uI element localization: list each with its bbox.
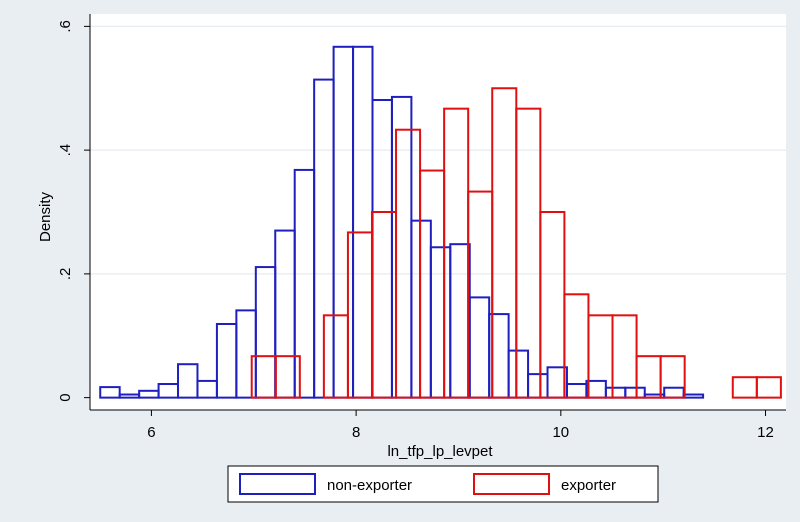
exporter-bars xyxy=(250,87,782,399)
y-tick-label-0: 0 xyxy=(57,393,74,401)
plot-area xyxy=(90,14,786,410)
x-tick-label-0: 6 xyxy=(147,424,155,441)
legend-label-exporter: exporter xyxy=(561,477,616,494)
legend: non-exporter exporter xyxy=(227,465,659,503)
y-tick-label-1: .2 xyxy=(57,268,74,281)
exporter-bar-21 xyxy=(755,376,782,399)
y-tick-label-2: .4 xyxy=(57,144,74,157)
exporter-bar-1 xyxy=(274,355,301,399)
y-axis-title: Density xyxy=(37,191,54,242)
legend-box xyxy=(227,465,659,503)
x-axis-title: ln_tfp_lp_levpet xyxy=(387,443,493,460)
x-tick-label-2: 10 xyxy=(552,424,569,441)
x-tick-label-1: 8 xyxy=(352,424,360,441)
grid-lines xyxy=(90,25,786,275)
x-tick-label-3: 12 xyxy=(757,424,774,441)
axes xyxy=(89,14,786,411)
ticks: 6 8 10 12 0 .2 .4 .6 xyxy=(57,20,774,441)
non-exporter-bar-30 xyxy=(682,393,705,399)
legend-swatch-exporter xyxy=(473,473,550,495)
non-exporter-bar-0 xyxy=(99,386,121,399)
exporter-bar-17 xyxy=(659,355,686,399)
legend-swatch-non-exporter xyxy=(239,473,316,495)
legend-label-non-exporter: non-exporter xyxy=(327,477,412,494)
y-tick-label-3: .6 xyxy=(57,20,74,33)
